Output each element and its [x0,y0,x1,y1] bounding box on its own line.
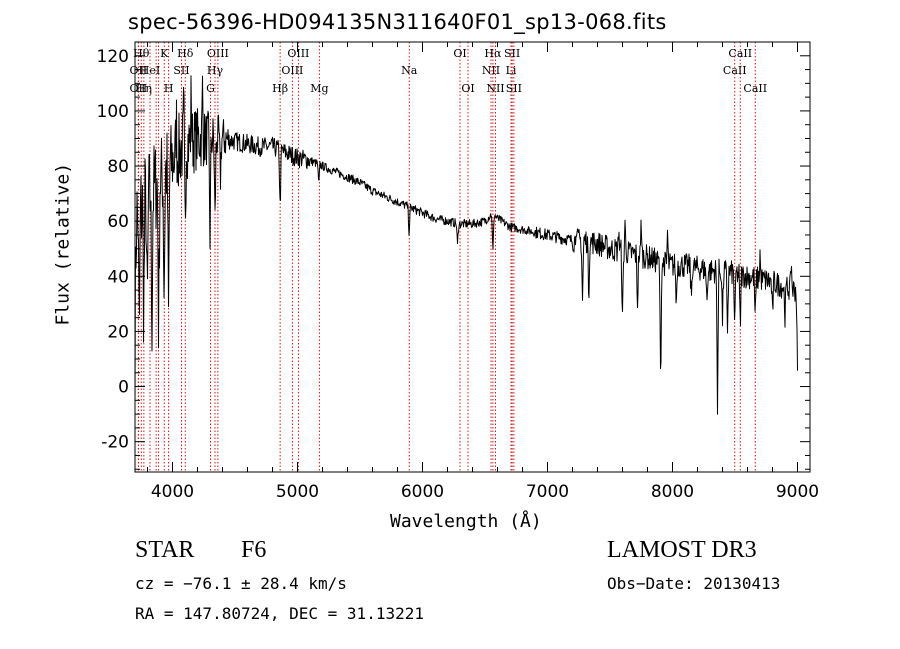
line-marker-label: CaII [723,64,747,77]
x-tick-label: 4000 [151,482,194,502]
line-marker-label: Hγ [207,64,224,77]
spectrum-layer [134,75,798,415]
y-axis-label: Flux (relative) [52,162,74,326]
y-tick-label: 80 [107,157,129,177]
axes-layer: 4000 5000 6000 7000 8000 9000 -20 0 20 40 60 80 100 1… [97,41,819,502]
line-marker-label: CaII [743,82,767,95]
line-marker-label: NII [482,64,500,77]
line-marker-label: HeI [140,64,160,77]
y-tick-label: -20 [101,433,129,453]
object-subclass: F6 [241,537,267,563]
line-marker-label: Hθ [133,47,150,60]
y-tick-label: 40 [107,267,129,287]
line-marker-label: SII [504,47,520,60]
line-marker-label: SII [506,82,522,95]
line-marker-label: Li [506,64,517,77]
coordinates: RA = 147.80724, DEC = 31.13221 [135,604,424,623]
line-marker-label: Hα [484,47,502,60]
x-tick-label: 8000 [651,482,694,502]
line-marker-label: OIII [207,47,229,60]
x-tick-label: 5000 [276,482,319,502]
line-marker-label: OI [461,82,474,95]
line-marker-label: H [164,82,174,95]
line-marker-label: NII [486,82,504,95]
x-tick-label: 7000 [526,482,569,502]
y-tick-label: 60 [107,212,129,232]
line-marker-label: G [206,82,215,95]
survey-name: LAMOST DR3 [607,537,757,563]
line-marker-label: SII [173,64,189,77]
object-class: STAR [135,537,195,563]
line-marker-label: OII [130,82,148,95]
redshift-velocity: cz = −76.1 ± 28.4 km/s [135,574,347,593]
line-marker-label: OI [453,47,466,60]
spectrum-line [134,75,798,415]
line-marker-label: CaII [728,47,752,60]
line-marker-label: Hδ [177,47,194,60]
line-marker-layer [137,42,756,472]
x-tick-label: 9000 [776,482,819,502]
line-marker-label: OII [130,64,148,77]
y-tick-label: 20 [107,322,129,342]
x-tick-label: 6000 [401,482,444,502]
x-axis-label: Wavelength (Å) [390,511,542,532]
line-marker-label: Mg [310,82,328,95]
line-marker-label: Hη [136,82,152,95]
line-marker-label: OIII [287,47,309,60]
line-marker-label: OIII [281,64,303,77]
chart-title: spec-56396-HD094135N311640F01_sp13-068.f… [128,10,667,34]
y-tick-label: 100 [97,102,129,122]
line-marker-label: K [160,47,169,60]
y-tick-label: 0 [118,378,129,398]
line-marker-label: Na [401,64,418,77]
plot-frame [134,41,811,473]
observation-date: Obs−Date: 20130413 [607,574,781,593]
y-tick-label: 120 [97,47,129,67]
line-marker-label: Hβ [272,82,288,95]
